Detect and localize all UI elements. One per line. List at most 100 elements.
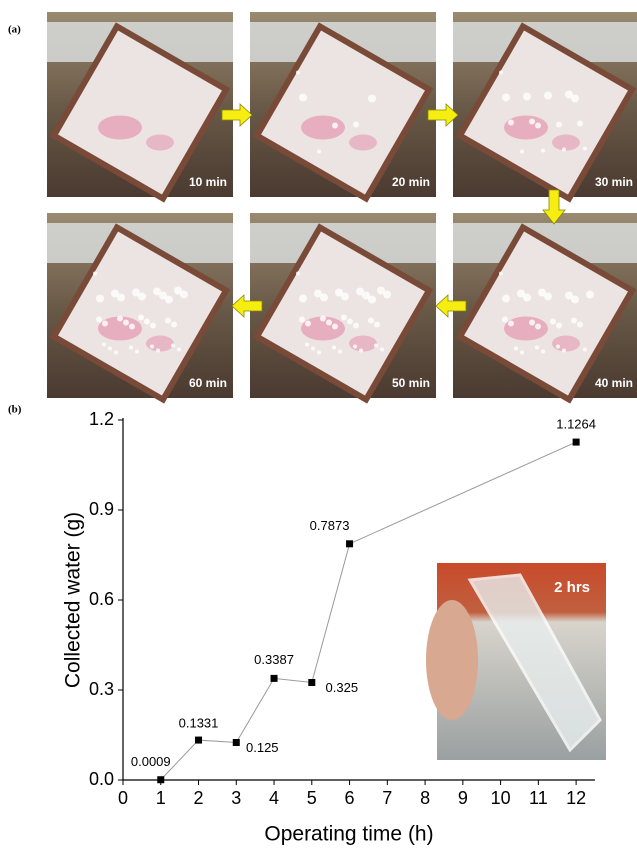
droplet [368,318,374,324]
x-tick-label: 1 [156,788,166,808]
data-label: 0.125 [246,740,279,755]
droplet [356,288,364,296]
photo: 50 min [250,213,436,404]
droplet [353,345,357,349]
marker [233,739,240,746]
droplet [317,150,321,154]
data-label: 1.1264 [556,417,596,432]
panel-label: (a) [8,24,21,36]
data-label: 0.1331 [179,716,219,731]
droplet [144,319,150,325]
panel-label: (b) [8,404,22,416]
pink-stain [98,116,142,140]
droplet [296,272,300,276]
x-tick-label: 10 [491,788,511,808]
y-tick-label: 0.6 [89,589,114,609]
marker [157,776,164,783]
photo-label: 10 min [189,175,227,189]
droplet [153,288,161,296]
droplet [520,351,524,355]
droplet [314,290,322,298]
droplet [577,121,583,127]
droplet [502,94,510,102]
droplet [296,71,300,75]
droplet [305,343,309,347]
droplet [150,323,156,329]
y-tick-label: 0.0 [89,769,114,789]
droplet [374,322,380,328]
x-tick-label: 9 [458,788,468,808]
droplet [538,289,546,297]
droplet [583,348,587,352]
marker [195,737,202,744]
data-label: 0.3387 [254,652,294,667]
droplet [135,350,139,354]
droplet [520,150,524,154]
droplet [374,344,378,348]
droplet [377,287,385,295]
droplet [556,323,562,329]
droplet [502,295,510,303]
droplet [523,93,531,101]
pink-stain [504,116,548,140]
figure: (a) (b) 10 min 20 min 30 min 40 min50 min 6 0… [0,0,637,848]
droplet [571,318,577,324]
droplet [299,295,307,303]
droplet [317,351,321,355]
pink-stain [504,317,548,341]
droplet [353,122,359,128]
droplet [299,317,305,323]
droplet [171,344,175,348]
droplet [150,345,154,349]
pink-stain [301,116,345,140]
pink-stain [146,336,174,352]
marker [346,540,353,547]
x-tick-label: 4 [269,788,279,808]
droplet [535,324,541,330]
droplet [320,316,326,322]
droplet [556,345,560,349]
droplet [129,324,135,330]
droplet [299,94,307,102]
droplet [359,349,363,353]
droplet [102,321,108,327]
inset-label: 2 hrs [554,579,590,596]
photo: 10 min [47,12,233,203]
photo: 30 min [453,12,637,203]
droplet [114,351,118,355]
droplet [108,347,112,351]
droplet [529,320,535,326]
droplet [156,349,160,353]
droplet [93,272,97,276]
marker [271,675,278,682]
droplet [380,348,384,352]
photo: 40 min [453,213,637,404]
x-tick-label: 6 [345,788,355,808]
droplet [102,343,106,347]
droplet [565,91,573,99]
x-tick-label: 0 [118,788,128,808]
droplet [541,350,545,354]
y-tick-label: 1.2 [89,409,114,429]
droplet [311,347,315,351]
droplet [332,324,338,330]
droplet [353,323,359,329]
droplet [562,349,566,353]
droplet [535,123,541,129]
droplet [96,295,104,303]
pink-stain [349,135,377,151]
marker [308,679,315,686]
droplet [535,346,539,350]
droplet [565,292,573,300]
y-axis-title: Collected water (g) [62,512,85,688]
droplet [562,148,566,152]
photo-label: 30 min [595,175,633,189]
pink-stain [146,135,174,151]
data-label: 0.325 [326,680,359,695]
droplet [368,95,376,103]
photo-label: 20 min [392,175,430,189]
droplet [132,289,140,297]
droplet [335,289,343,297]
x-tick-label: 11 [529,788,548,808]
